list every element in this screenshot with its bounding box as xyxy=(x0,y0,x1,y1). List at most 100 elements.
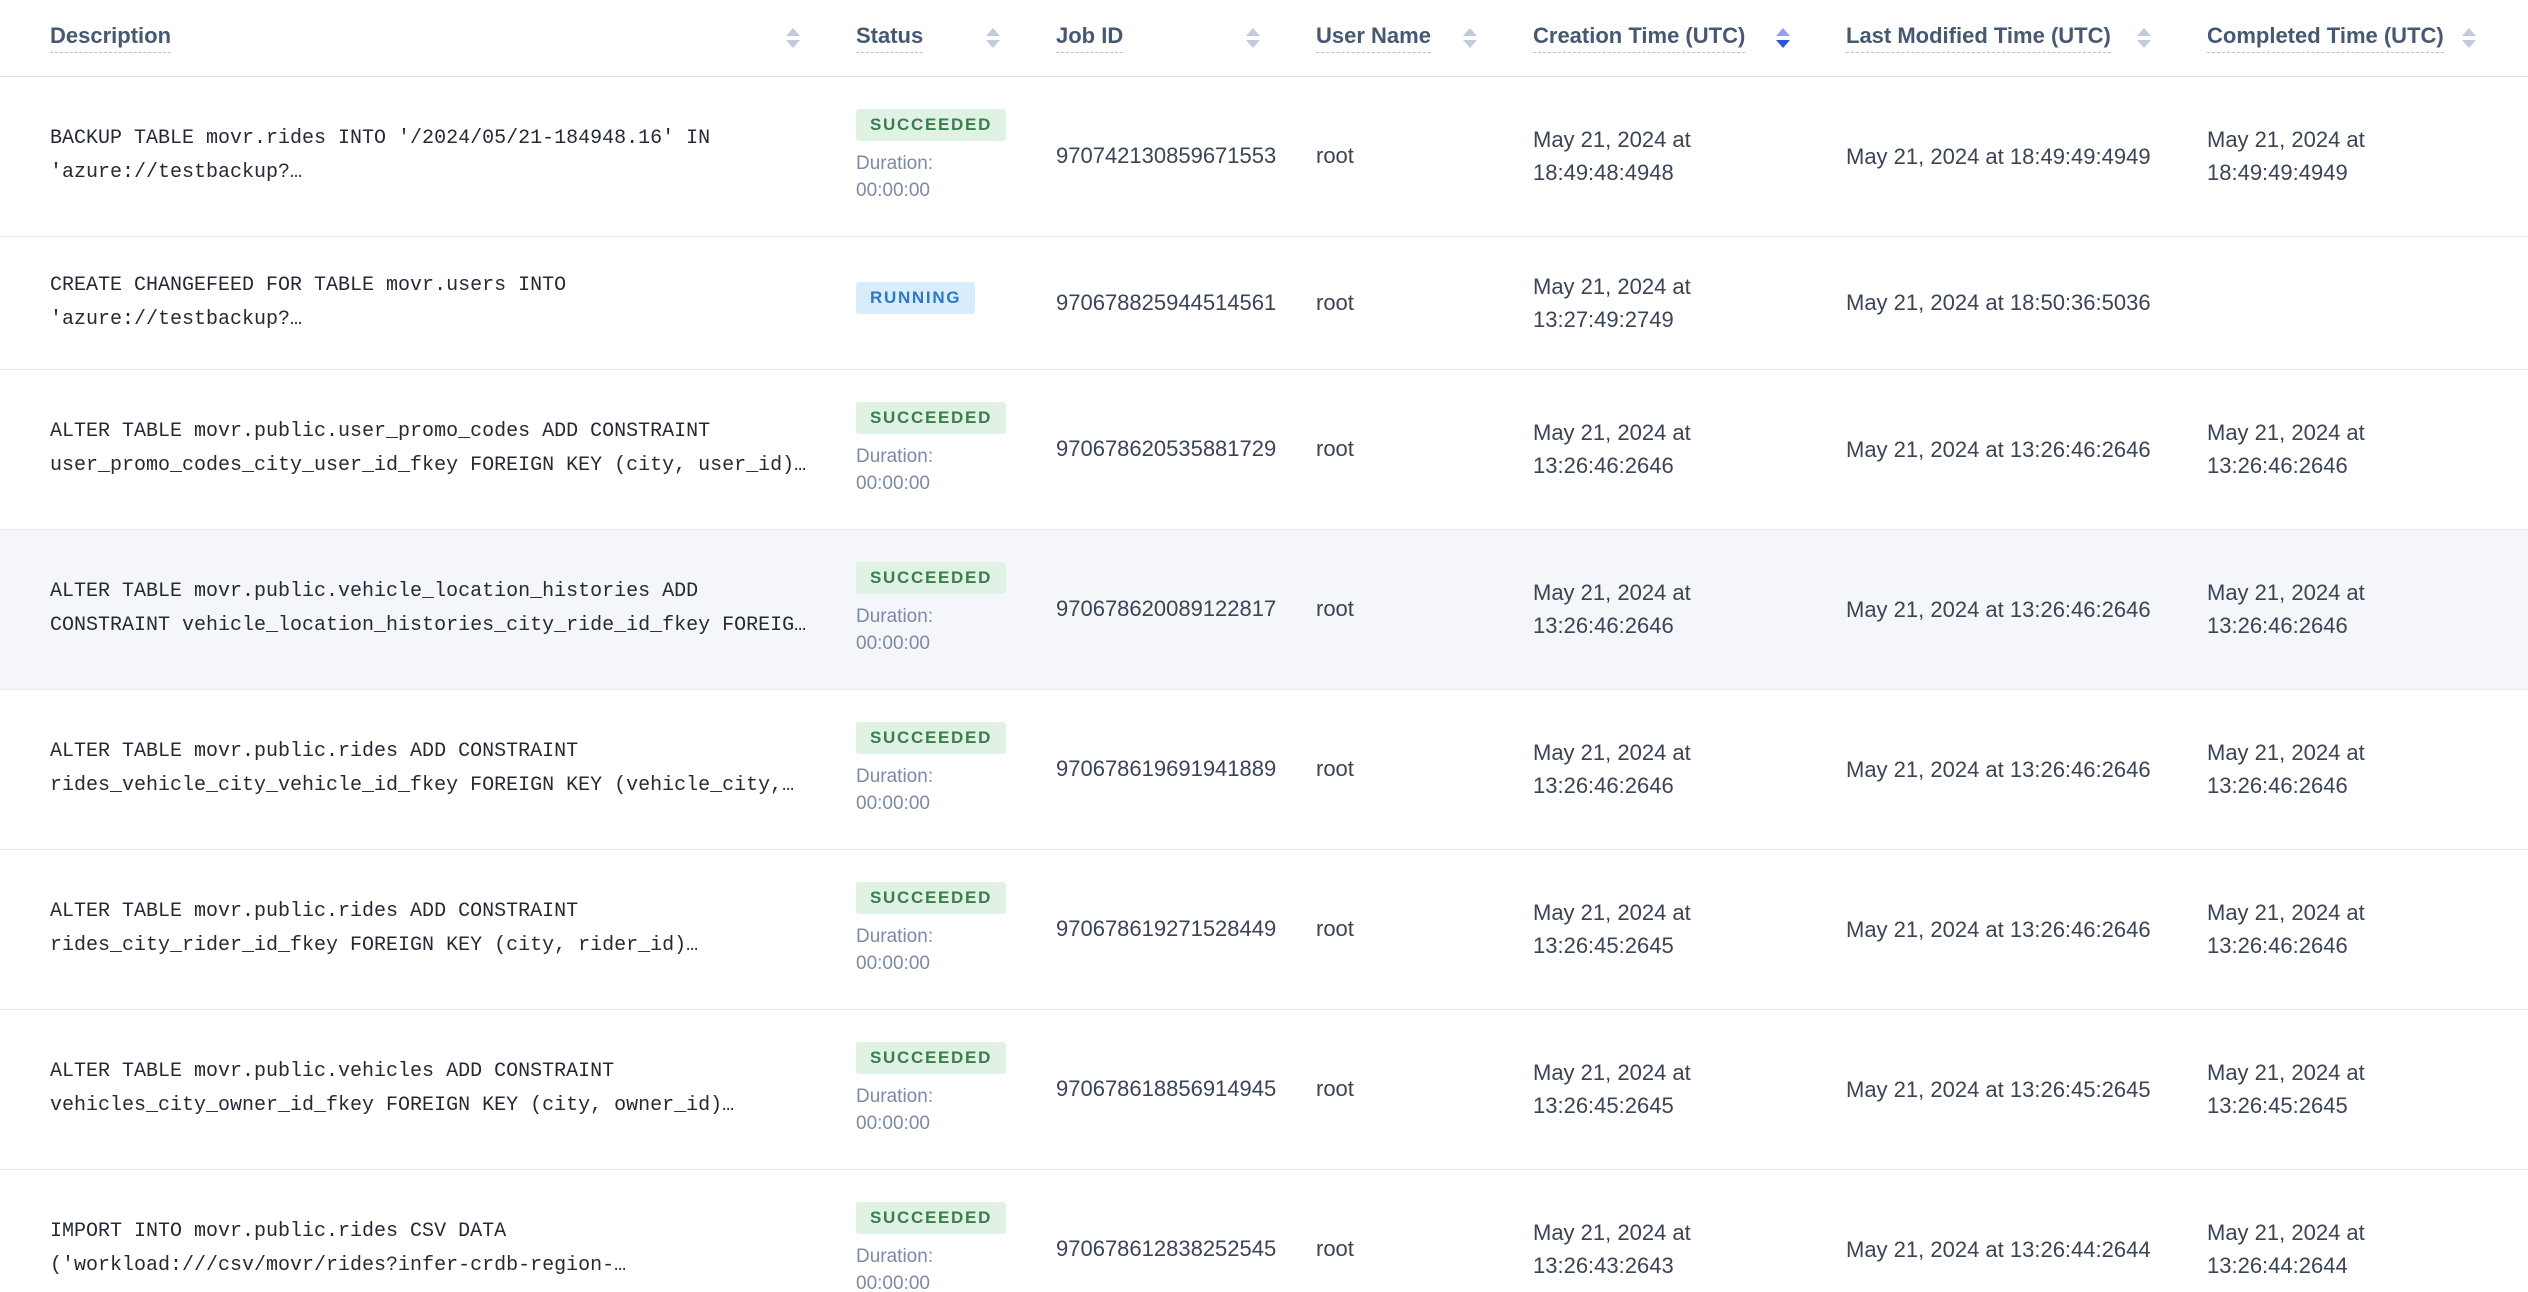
description-cell[interactable]: ALTER TABLE movr.public.vehicles ADD CON… xyxy=(0,1008,856,1169)
description-cell[interactable]: BACKUP TABLE movr.rides INTO '/2024/05/2… xyxy=(0,76,856,236)
creation-time-date: May 21, 2024 at xyxy=(1533,420,1691,445)
table-row[interactable]: IMPORT INTO movr.public.rides CSV DATA (… xyxy=(0,1168,2528,1292)
column-label-last-modified-time: Last Modified Time (UTC) xyxy=(1846,23,2111,53)
last-modified-time-value: May 21, 2024 at 13:26:45:2645 xyxy=(1846,1076,2151,1102)
status-badge: SUCCEEDED xyxy=(856,1041,1007,1074)
completed-time-date: May 21, 2024 at xyxy=(2207,420,2365,445)
status-badge: SUCCEEDED xyxy=(856,561,1007,594)
completed-time-time: 13:26:45:2645 xyxy=(2207,1093,2348,1118)
column-header-job-id[interactable]: Job ID xyxy=(1056,0,1316,77)
caret-down-icon xyxy=(1776,39,1790,48)
duration-value: 00:00:00 xyxy=(856,952,930,974)
duration-label: Duration: xyxy=(856,152,934,174)
completed-time-date: May 21, 2024 at xyxy=(2207,1220,2365,1245)
status-cell: SUCCEEDED Duration: 00:00:00 xyxy=(856,1008,1056,1169)
completed-time-cell: May 21, 2024 at 13:26:46:2646 xyxy=(2207,368,2528,529)
description-line: ('workload:///csv/movr/rides?infer-crdb-… xyxy=(50,1254,627,1277)
duration: Duration: 00:00:00 xyxy=(856,763,1016,817)
table-row[interactable]: CREATE CHANGEFEED FOR TABLE movr.users I… xyxy=(0,235,2528,369)
creation-time-cell: May 21, 2024 at 13:26:45:2645 xyxy=(1533,1008,1846,1169)
description-cell[interactable]: ALTER TABLE movr.public.rides ADD CONSTR… xyxy=(0,848,856,1009)
sort-icon[interactable] xyxy=(786,27,800,48)
caret-up-icon xyxy=(1463,27,1477,36)
sort-icon[interactable] xyxy=(1463,27,1477,48)
description-line: vehicles_city_owner_id_fkey FOREIGN KEY … xyxy=(50,1094,735,1117)
last-modified-time-value: May 21, 2024 at 13:26:46:2646 xyxy=(1846,436,2151,462)
description-cell[interactable]: ALTER TABLE movr.public.vehicle_location… xyxy=(0,528,856,689)
description-line: ALTER TABLE movr.public.vehicles ADD CON… xyxy=(50,1060,615,1083)
description-line: 'azure://testbackup?… xyxy=(50,161,303,184)
description-line: ALTER TABLE movr.public.rides ADD CONSTR… xyxy=(50,740,579,763)
user-name-cell: root xyxy=(1316,368,1533,529)
table-row[interactable]: ALTER TABLE movr.public.vehicle_location… xyxy=(0,528,2528,689)
duration: Duration: 00:00:00 xyxy=(856,443,1016,497)
column-header-description[interactable]: Description xyxy=(0,0,856,77)
job-id-cell: 970678825944514561 xyxy=(1056,235,1316,369)
job-id-cell: 970678619691941889 xyxy=(1056,688,1316,849)
description-cell[interactable]: IMPORT INTO movr.public.rides CSV DATA (… xyxy=(0,1168,856,1292)
status-badge: RUNNING xyxy=(856,282,976,314)
duration-value: 00:00:00 xyxy=(856,632,930,654)
creation-time-time: 18:49:48:4948 xyxy=(1533,160,1674,185)
duration-label: Duration: xyxy=(856,1245,934,1267)
last-modified-time-value: May 21, 2024 at 13:26:46:2646 xyxy=(1846,916,2151,942)
last-modified-time-cell: May 21, 2024 at 13:26:44:2644 xyxy=(1846,1168,2207,1292)
duration-value: 00:00:00 xyxy=(856,1112,930,1134)
sort-icon-active[interactable] xyxy=(1776,27,1790,48)
sort-icon[interactable] xyxy=(1246,27,1260,48)
caret-down-icon xyxy=(786,39,800,48)
sort-icon[interactable] xyxy=(986,27,1000,48)
creation-time-date: May 21, 2024 at xyxy=(1533,127,1691,152)
sort-icon[interactable] xyxy=(2461,27,2476,48)
column-header-last-modified-time[interactable]: Last Modified Time (UTC) xyxy=(1846,0,2207,77)
caret-up-icon xyxy=(1776,27,1790,36)
creation-time-time: 13:26:46:2646 xyxy=(1533,773,1674,798)
last-modified-time-cell: May 21, 2024 at 13:26:46:2646 xyxy=(1846,848,2207,1009)
duration-value: 00:00:00 xyxy=(856,472,930,494)
column-header-status[interactable]: Status xyxy=(856,0,1056,77)
creation-time-date: May 21, 2024 at xyxy=(1533,1220,1691,1245)
description-cell[interactable]: ALTER TABLE movr.public.rides ADD CONSTR… xyxy=(0,688,856,849)
table-row[interactable]: ALTER TABLE movr.public.user_promo_codes… xyxy=(0,368,2528,529)
completed-time-cell xyxy=(2207,235,2528,369)
completed-time-date: May 21, 2024 at xyxy=(2207,900,2365,925)
completed-time-date: May 21, 2024 at xyxy=(2207,740,2365,765)
duration-label: Duration: xyxy=(856,445,934,467)
column-header-user-name[interactable]: User Name xyxy=(1316,0,1533,77)
duration: Duration: 00:00:00 xyxy=(856,923,1016,977)
status-badge: SUCCEEDED xyxy=(856,881,1007,914)
completed-time-date: May 21, 2024 at xyxy=(2207,580,2365,605)
completed-time-time: 13:26:44:2644 xyxy=(2207,1253,2348,1278)
job-id-cell: 970678618856914945 xyxy=(1056,1008,1316,1169)
description-cell[interactable]: CREATE CHANGEFEED FOR TABLE movr.users I… xyxy=(0,235,856,369)
job-id-cell: 970742130859671553 xyxy=(1056,143,1277,168)
table-row[interactable]: ALTER TABLE movr.public.rides ADD CONSTR… xyxy=(0,688,2528,849)
table-row[interactable]: ALTER TABLE movr.public.rides ADD CONSTR… xyxy=(0,848,2528,1009)
description-line: BACKUP TABLE movr.rides INTO '/2024/05/2… xyxy=(50,127,711,150)
status-badge: SUCCEEDED xyxy=(856,401,1007,434)
description-cell[interactable]: ALTER TABLE movr.public.user_promo_codes… xyxy=(0,368,856,529)
column-label-status: Status xyxy=(856,23,924,53)
status-cell: SUCCEEDED Duration: 00:00:00 xyxy=(856,528,1056,689)
description-line: ALTER TABLE movr.public.user_promo_codes… xyxy=(50,420,711,443)
sort-icon[interactable] xyxy=(2137,27,2151,48)
column-header-creation-time[interactable]: Creation Time (UTC) xyxy=(1533,0,1846,77)
status-badge: SUCCEEDED xyxy=(856,721,1007,754)
status-cell: SUCCEEDED Duration: 00:00:00 xyxy=(856,1168,1056,1292)
caret-up-icon xyxy=(1246,27,1260,36)
creation-time-time: 13:26:45:2645 xyxy=(1533,933,1674,958)
caret-down-icon xyxy=(2137,39,2151,48)
table-row[interactable]: BACKUP TABLE movr.rides INTO '/2024/05/2… xyxy=(0,76,2528,236)
caret-down-icon xyxy=(1246,39,1260,48)
duration-value: 00:00:00 xyxy=(856,792,930,814)
table-row[interactable]: ALTER TABLE movr.public.vehicles ADD CON… xyxy=(0,1008,2528,1169)
status-cell: SUCCEEDED Duration: 00:00:00 xyxy=(856,76,1056,236)
creation-time-cell: May 21, 2024 at 13:27:49:2749 xyxy=(1533,235,1846,369)
description-line: IMPORT INTO movr.public.rides CSV DATA xyxy=(50,1220,507,1243)
completed-time-time: 18:49:49:4949 xyxy=(2207,160,2348,185)
last-modified-time-cell: May 21, 2024 at 13:26:46:2646 xyxy=(1846,688,2207,849)
column-header-completed-time[interactable]: Completed Time (UTC) xyxy=(2207,0,2528,77)
last-modified-time-cell: May 21, 2024 at 13:26:45:2645 xyxy=(1846,1008,2207,1169)
caret-up-icon xyxy=(786,27,800,36)
user-name-cell: root xyxy=(1316,688,1533,849)
